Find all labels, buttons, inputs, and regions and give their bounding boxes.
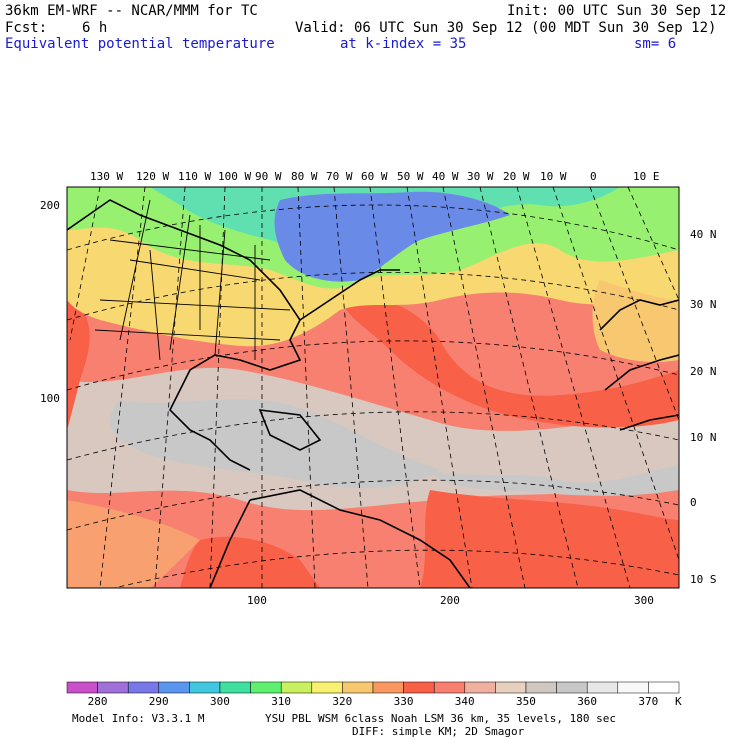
longitude-label: 120 W bbox=[136, 170, 170, 183]
colorbar-level-label: 310 bbox=[271, 695, 292, 708]
colorbar-swatch bbox=[311, 681, 343, 694]
colorbar-level-label: 370 bbox=[638, 695, 659, 708]
longitude-label: 70 W bbox=[326, 170, 353, 183]
colorbar-swatch bbox=[97, 681, 129, 694]
east-orange bbox=[592, 280, 679, 362]
orange-band bbox=[67, 500, 200, 588]
left-grid-label-200: 200 bbox=[40, 199, 60, 212]
longitude-label: 30 W bbox=[467, 170, 494, 183]
longitude-label: 100 W bbox=[218, 170, 252, 183]
colorbar-swatch bbox=[556, 681, 588, 694]
latitude-label: 10 S bbox=[690, 573, 717, 586]
colorbar-swatch bbox=[66, 681, 98, 694]
smoothing-value: sm= 6 bbox=[634, 36, 677, 52]
colorbar-unit: K bbox=[675, 695, 682, 708]
valid-time: Valid: 06 UTC Sun 30 Sep 12 (00 MDT Sun … bbox=[295, 20, 717, 36]
longitude-label: 130 W bbox=[90, 170, 124, 183]
colorbar-swatch bbox=[495, 681, 527, 694]
colorbar-level-label: 360 bbox=[577, 695, 598, 708]
colorbar-level-label: 290 bbox=[148, 695, 169, 708]
model-title: 36km EM-WRF -- NCAR/MMM for TC bbox=[5, 3, 258, 19]
field-name: Equivalent potential temperature bbox=[5, 36, 275, 52]
latitude-label: 10 N bbox=[690, 431, 717, 444]
longitude-label: 40 W bbox=[432, 170, 459, 183]
colorbar-swatch bbox=[280, 681, 313, 694]
bottom-grid-label-200: 200 bbox=[440, 594, 460, 607]
colorbar-swatch bbox=[433, 681, 466, 694]
colorbar-swatch bbox=[617, 681, 649, 694]
forecast-hour: 6 h bbox=[82, 20, 108, 36]
longitude-label: 10 W bbox=[540, 170, 567, 183]
coastlines bbox=[67, 199, 679, 588]
bottom-grid-label-300: 300 bbox=[634, 594, 654, 607]
red-band-2 bbox=[67, 290, 90, 430]
political-borders bbox=[94, 199, 291, 361]
colorbar-swatch bbox=[372, 681, 404, 694]
blue-zone bbox=[274, 191, 510, 282]
longitude-label: 80 W bbox=[291, 170, 318, 183]
latitude-label: 40 N bbox=[690, 228, 717, 241]
longitude-label: 60 W bbox=[361, 170, 388, 183]
model-info: Model Info: V3.3.1 M bbox=[72, 712, 205, 725]
longitude-label: 10 E bbox=[633, 170, 660, 183]
red-band-1 bbox=[340, 297, 679, 428]
grey-core-east bbox=[430, 465, 679, 496]
colorbar-swatch bbox=[219, 681, 251, 694]
latitude-label: 0 bbox=[690, 496, 697, 509]
colorbar-level-label: 330 bbox=[393, 695, 414, 708]
colorbar-swatch bbox=[250, 681, 282, 694]
theta-e-map bbox=[66, 186, 680, 589]
longitude-label: 90 W bbox=[255, 170, 282, 183]
colorbar-level-label: 350 bbox=[516, 695, 536, 708]
init-time: Init: 00 UTC Sun 30 Sep 12 bbox=[507, 3, 727, 19]
longitude-label: 20 W bbox=[503, 170, 530, 183]
colorbar-swatch bbox=[342, 681, 374, 694]
map-frame bbox=[66, 186, 680, 589]
colorbar-swatch bbox=[403, 681, 435, 694]
longitude-label: 0 bbox=[590, 170, 597, 183]
colorbar-level-label: 280 bbox=[87, 695, 108, 708]
level-index: at k-index = 35 bbox=[340, 36, 467, 52]
colorbar-swatch bbox=[525, 681, 557, 694]
graticule bbox=[67, 187, 679, 588]
forecast-label: Fcst: bbox=[5, 20, 48, 36]
colorbar-level-label: 300 bbox=[210, 695, 230, 708]
longitude-label: 110 W bbox=[178, 170, 212, 183]
colorbar-swatch bbox=[464, 681, 496, 694]
physics-info: YSU PBL WSM 6class Noah LSM 36 km, 35 le… bbox=[265, 712, 616, 725]
colorbar-level-label: 320 bbox=[332, 695, 353, 708]
colorbar-swatch bbox=[648, 681, 680, 694]
bottom-grid-label-100: 100 bbox=[247, 594, 267, 607]
longitude-label: 50 W bbox=[397, 170, 424, 183]
colorbar-swatch bbox=[127, 681, 160, 694]
colorbar-swatch bbox=[586, 681, 619, 694]
colorbar-swatch bbox=[189, 681, 221, 694]
left-grid-label-100: 100 bbox=[40, 392, 60, 405]
latitude-label: 30 N bbox=[690, 298, 717, 311]
colorbar-swatch bbox=[158, 681, 190, 694]
latitude-label: 20 N bbox=[690, 365, 717, 378]
diffusion-info: DIFF: simple KM; 2D Smagor bbox=[352, 725, 525, 738]
colorbar-level-label: 340 bbox=[454, 695, 475, 708]
